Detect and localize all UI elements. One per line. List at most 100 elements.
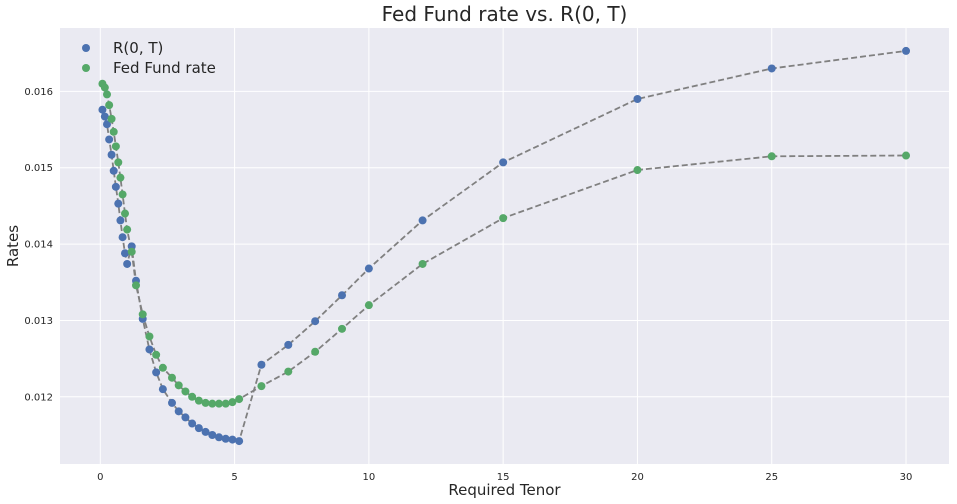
y-tick-label: 0.015 (24, 163, 53, 174)
data-point-1 (201, 398, 210, 407)
data-point-0 (188, 419, 197, 428)
y-tick-label: 0.016 (24, 87, 53, 98)
data-point-1 (174, 381, 183, 390)
data-point-1 (221, 399, 230, 408)
x-axis-ticks: 0 5 10 15 20 25 30 (97, 472, 912, 483)
data-point-1 (116, 173, 125, 182)
plot-area (60, 28, 949, 464)
data-point-1 (145, 332, 154, 341)
x-tick-label: 15 (497, 472, 510, 483)
data-point-0 (902, 46, 911, 55)
data-point-1 (235, 395, 244, 404)
data-point-0 (103, 120, 112, 129)
data-point-0 (118, 233, 127, 242)
data-point-0 (364, 264, 373, 273)
y-tick-label: 0.013 (24, 316, 53, 327)
data-point-1 (194, 396, 203, 405)
data-point-0 (257, 360, 266, 369)
data-point-0 (311, 317, 320, 326)
data-point-0 (120, 249, 129, 258)
x-tick-label: 30 (900, 472, 913, 483)
data-point-0 (116, 216, 125, 225)
data-point-0 (338, 291, 347, 300)
data-point-1 (114, 158, 123, 167)
data-point-0 (100, 112, 109, 121)
data-point-1 (181, 387, 190, 396)
data-point-1 (107, 114, 116, 123)
data-point-1 (767, 152, 776, 161)
data-point-0 (767, 64, 776, 73)
data-point-1 (132, 281, 141, 290)
data-point-0 (98, 105, 107, 114)
data-point-1 (118, 190, 127, 199)
chart-title: Fed Fund rate vs. R(0, T) (382, 2, 628, 26)
data-point-1 (138, 310, 147, 319)
grid (60, 28, 949, 464)
data-point-0 (123, 259, 132, 268)
y-axis-ticks: 0.012 0.013 0.014 0.015 0.016 (24, 87, 53, 403)
data-point-1 (188, 392, 197, 401)
data-point-0 (194, 424, 203, 433)
data-point-0 (208, 430, 217, 439)
data-point-0 (499, 158, 508, 167)
data-point-0 (235, 437, 244, 446)
data-point-1 (152, 350, 161, 359)
data-point-1 (127, 247, 136, 256)
legend-label: R(0, T) (113, 39, 163, 57)
y-tick-label: 0.012 (24, 392, 53, 403)
data-point-1 (208, 399, 217, 408)
data-point-1 (123, 225, 132, 234)
data-point-0 (167, 398, 176, 407)
data-point-1 (364, 301, 373, 310)
data-point-0 (107, 150, 116, 159)
data-point-0 (145, 345, 154, 354)
data-point-0 (105, 135, 114, 144)
x-tick-label: 10 (362, 472, 375, 483)
series-line-0 (101, 50, 907, 443)
data-point-0 (109, 166, 118, 175)
data-point-1 (338, 324, 347, 333)
data-point-1 (120, 209, 129, 218)
data-point-0 (418, 216, 427, 225)
data-point-1 (257, 382, 266, 391)
data-point-1 (499, 214, 508, 223)
data-point-0 (158, 385, 167, 394)
data-point-0 (201, 427, 210, 436)
data-point-0 (221, 434, 230, 443)
data-point-0 (284, 340, 293, 349)
series-points (98, 46, 911, 446)
data-point-1 (111, 142, 120, 151)
y-tick-label: 0.014 (24, 240, 53, 251)
x-tick-label: 20 (631, 472, 644, 483)
data-point-0 (114, 199, 123, 208)
data-point-0 (633, 95, 642, 104)
data-point-0 (181, 413, 190, 422)
x-axis-label: Required Tenor (448, 481, 561, 499)
data-point-1 (103, 90, 112, 99)
data-point-0 (174, 407, 183, 416)
x-tick-label: 0 (97, 472, 103, 483)
data-point-1 (902, 151, 911, 160)
data-point-1 (633, 166, 642, 175)
data-point-1 (167, 373, 176, 382)
data-point-1 (158, 363, 167, 372)
data-point-0 (111, 182, 120, 191)
data-point-0 (214, 433, 223, 442)
data-point-0 (152, 368, 161, 377)
data-point-1 (311, 347, 320, 356)
legend-label: Fed Fund rate (113, 59, 216, 77)
data-point-1 (418, 259, 427, 268)
data-point-1 (214, 399, 223, 408)
legend-marker (82, 64, 90, 72)
data-point-0 (228, 435, 237, 444)
x-tick-label: 25 (765, 472, 778, 483)
data-point-1 (109, 127, 118, 136)
data-point-1 (105, 101, 114, 110)
y-axis-label: Rates (4, 225, 22, 267)
x-tick-label: 5 (231, 472, 237, 483)
legend: R(0, T) Fed Fund rate (82, 39, 216, 77)
data-point-1 (100, 83, 109, 92)
data-point-1 (284, 367, 293, 376)
data-point-1 (228, 398, 237, 407)
